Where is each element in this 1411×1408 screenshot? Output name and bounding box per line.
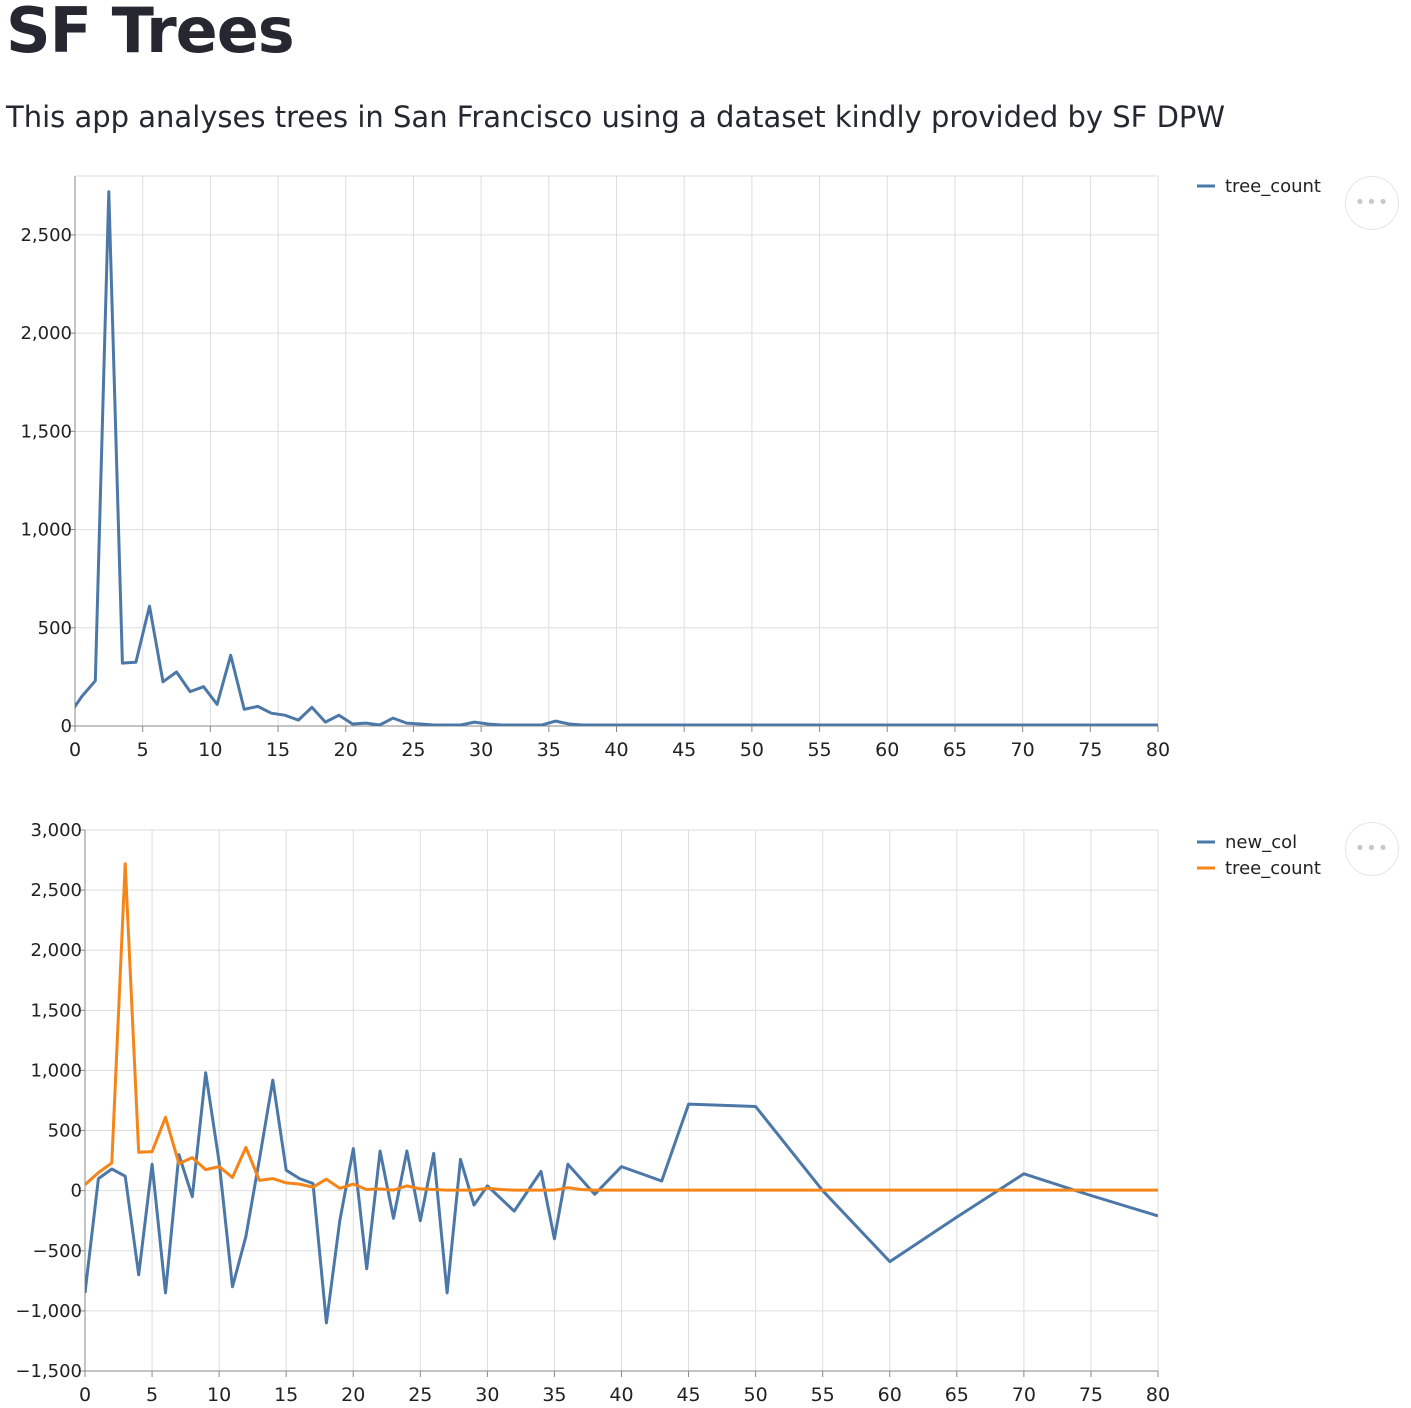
x-tick-label: 0 <box>79 1384 91 1406</box>
x-tick-label: 25 <box>401 739 425 761</box>
y-tick-label: −1,500 <box>15 1361 82 1382</box>
x-tick-label: 10 <box>207 1384 231 1406</box>
x-tick-label: 30 <box>475 1384 499 1406</box>
y-tick-label: 1,500 <box>30 1000 82 1021</box>
x-tick-label: 10 <box>198 739 222 761</box>
legend-label: tree_count <box>1225 176 1321 197</box>
more-horizontal-icon: ••• <box>1354 192 1390 213</box>
x-tick-label: 20 <box>334 739 358 761</box>
page-title: SF Trees <box>6 0 295 67</box>
x-tick-label: 45 <box>672 739 696 761</box>
new-col-chart: 0 5 10 15 20 25 30 35 40 45 50 55 60 65 70 75 80 −1,500 −1… <box>0 810 1411 1408</box>
x-tick-label: 40 <box>609 1384 633 1406</box>
y-tick-label: 1,500 <box>20 421 72 442</box>
x-tick-label: 15 <box>266 739 290 761</box>
x-tick-label: 35 <box>537 739 561 761</box>
chart-menu-button-2[interactable]: ••• <box>1345 822 1399 876</box>
x-tick-label: 50 <box>740 739 764 761</box>
x-tick-label: 40 <box>604 739 628 761</box>
plot-area <box>85 862 1158 1325</box>
x-tick-label: 55 <box>811 1384 835 1406</box>
x-tick-label: 80 <box>1146 739 1170 761</box>
x-tick-label: 20 <box>341 1384 365 1406</box>
y-tick-label: 1,000 <box>30 1060 82 1081</box>
legend-label: tree_count <box>1225 858 1321 879</box>
x-tick-label: 60 <box>878 1384 902 1406</box>
series-line-tree_count <box>75 190 1158 726</box>
y-tick-label: −500 <box>33 1241 82 1262</box>
y-tick-label: 500 <box>48 1121 82 1142</box>
plot-area <box>75 190 1158 726</box>
y-tick-label: 2,000 <box>30 940 82 961</box>
x-tick-label: 15 <box>274 1384 298 1406</box>
series-line-tree_count <box>85 862 1158 1192</box>
x-tick-label: 75 <box>1078 739 1102 761</box>
x-tick-label: 5 <box>137 739 149 761</box>
x-tick-label: 50 <box>744 1384 768 1406</box>
x-tick-label: 25 <box>408 1384 432 1406</box>
grid <box>84 829 1159 1372</box>
x-tick-label: 75 <box>1079 1384 1103 1406</box>
series-line-new_col <box>85 1071 1158 1325</box>
x-tick-label: 80 <box>1146 1384 1170 1406</box>
legend: tree_count <box>1197 176 1321 197</box>
more-horizontal-icon: ••• <box>1354 838 1390 859</box>
y-tick-label: 0 <box>61 716 72 737</box>
x-tick-label: 70 <box>1011 739 1035 761</box>
chart-menu-button-1[interactable]: ••• <box>1345 176 1399 230</box>
x-tick-label: 60 <box>875 739 899 761</box>
x-tick-label: 55 <box>807 739 831 761</box>
tree-count-chart: 0 5 10 15 20 25 30 35 40 45 50 55 60 65 70 75 80 0 500 1,00… <box>0 160 1411 780</box>
x-tick-label: 35 <box>542 1384 566 1406</box>
axes: 0 5 10 15 20 25 30 35 40 45 50 55 60 65 70 75 80 −1,500 −1… <box>15 820 1170 1406</box>
y-tick-label: −1,000 <box>15 1301 82 1322</box>
page-subtitle: This app analyses trees in San Francisco… <box>6 100 1226 134</box>
y-tick-label: 1,000 <box>20 520 72 541</box>
y-tick-label: 0 <box>71 1181 82 1202</box>
y-tick-label: 3,000 <box>30 820 82 841</box>
x-tick-label: 30 <box>469 739 493 761</box>
y-tick-label: 500 <box>38 618 72 639</box>
x-tick-label: 70 <box>1012 1384 1036 1406</box>
y-tick-label: 2,500 <box>20 225 72 246</box>
x-tick-label: 0 <box>69 739 81 761</box>
x-tick-label: 65 <box>945 1384 969 1406</box>
legend-label: new_col <box>1225 832 1297 853</box>
y-tick-label: 2,000 <box>20 323 72 344</box>
y-tick-label: 2,500 <box>30 880 82 901</box>
x-tick-label: 5 <box>146 1384 158 1406</box>
x-tick-label: 65 <box>943 739 967 761</box>
grid <box>74 175 1159 727</box>
new-col-chart-svg: 0 5 10 15 20 25 30 35 40 45 50 55 60 65 70 75 80 −1,500 −1… <box>15 820 1321 1406</box>
x-tick-label: 45 <box>676 1384 700 1406</box>
legend: new_col tree_count <box>1197 832 1321 879</box>
axes: 0 5 10 15 20 25 30 35 40 45 50 55 60 65 70 75 80 0 500 1,00… <box>20 176 1170 761</box>
tree-count-chart-svg: 0 5 10 15 20 25 30 35 40 45 50 55 60 65 70 75 80 0 500 1,00… <box>20 175 1321 761</box>
